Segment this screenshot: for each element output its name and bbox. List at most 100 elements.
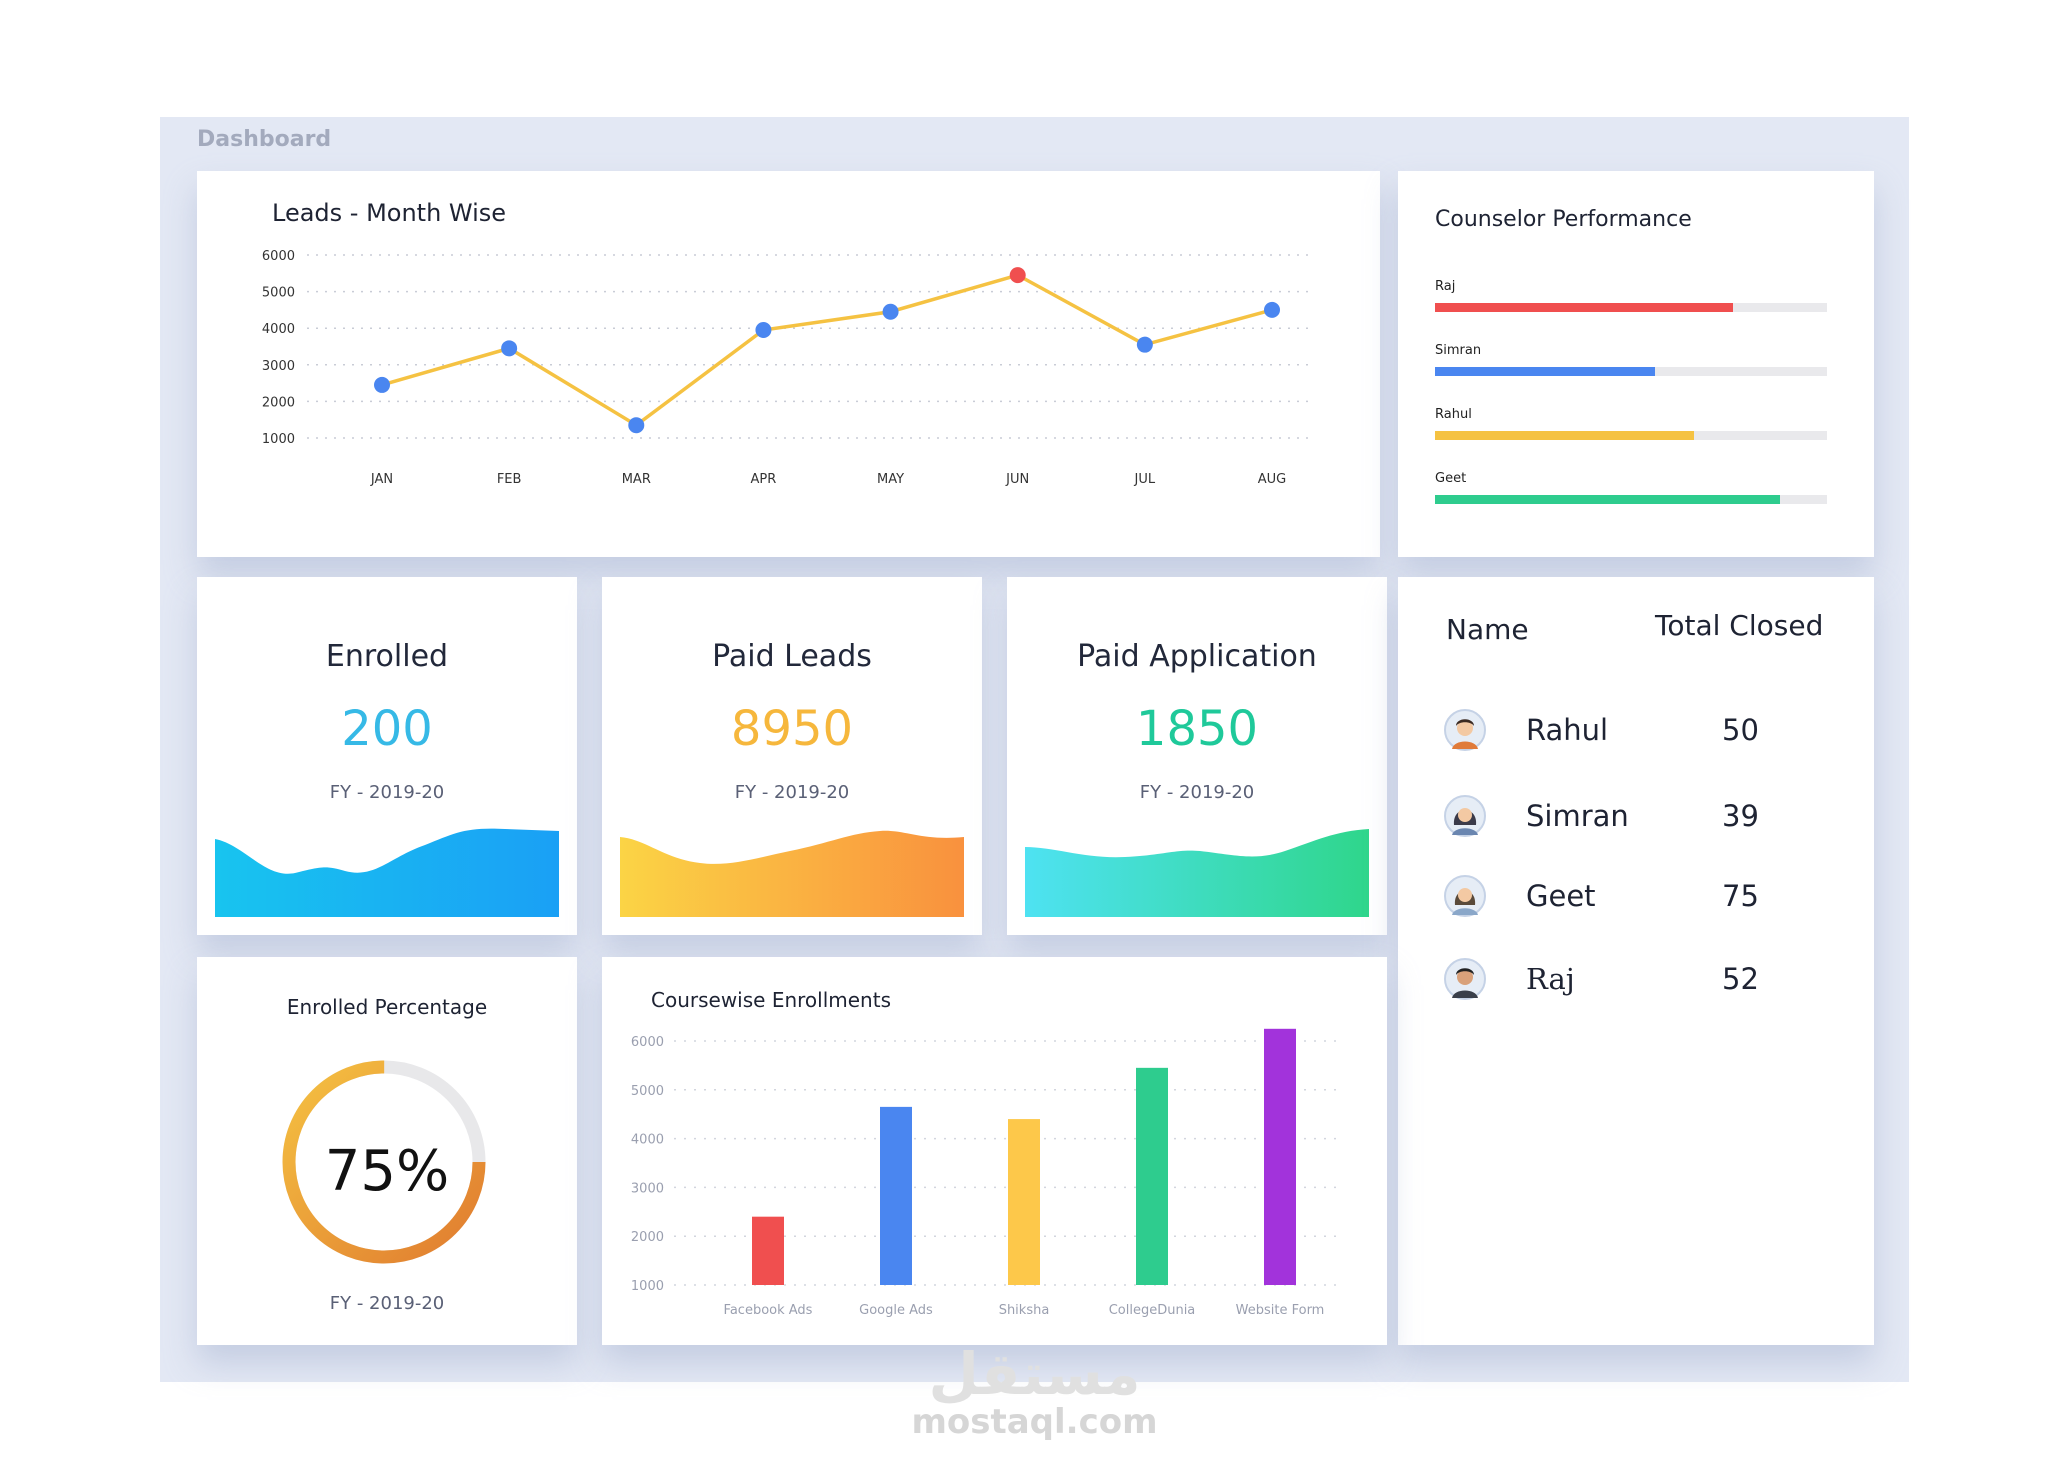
enrolled-percentage-title: Enrolled Percentage: [286, 995, 488, 1019]
counselor-progress-track: [1435, 495, 1827, 504]
x-tick-label: Shiksha: [999, 1303, 1050, 1318]
table-cell-total: 39: [1722, 799, 1759, 833]
table-row: Simran 39: [1444, 795, 1824, 845]
stat-card-paid-application: Paid Application 1850 FY - 2019-20: [1007, 577, 1387, 935]
table-cell-name: Raj: [1526, 962, 1575, 996]
counselor-performance-title: Counselor Performance: [1435, 207, 1692, 232]
y-tick-label: 4000: [262, 322, 295, 337]
data-point: [374, 376, 390, 393]
table-row: Rahul 50: [1444, 709, 1824, 759]
y-tick-label: 1000: [262, 432, 295, 447]
stat-subtitle: FY - 2019-20: [734, 782, 850, 803]
counselor-progress-fill: [1435, 367, 1655, 376]
male-avatar-icon: [1444, 958, 1486, 1000]
stat-title: Paid Application: [1077, 639, 1317, 674]
dashboard-title: Dashboard: [197, 127, 332, 152]
stat-value: 1850: [1135, 701, 1259, 757]
y-tick-label: 5000: [262, 286, 295, 301]
table-cell-total: 52: [1722, 962, 1759, 996]
course-enrollments-card: Coursewise Enrollments 6000 5000 4000 3000 2…: [602, 957, 1387, 1345]
data-point: [755, 322, 772, 339]
y-tick-label: 1000: [631, 1279, 664, 1294]
watermark-arabic: مستقل: [928, 1340, 1141, 1408]
counselor-progress-track: [1435, 431, 1827, 440]
female-avatar-icon: [1444, 875, 1486, 917]
x-tick-label: Facebook Ads: [724, 1303, 813, 1318]
x-tick-label: MAY: [877, 472, 904, 487]
y-tick-label: 5000: [631, 1084, 664, 1099]
table-cell-name: Geet: [1526, 879, 1596, 913]
y-tick-label: 6000: [631, 1035, 664, 1050]
stat-title: Enrolled: [325, 639, 449, 674]
enrolled-percentage-subtitle: FY - 2019-20: [329, 1293, 445, 1314]
counselor-performance-card: Counselor Performance Raj Simran Rahul G…: [1398, 171, 1874, 557]
counselor-progress-fill: [1435, 495, 1780, 504]
y-tick-label: 4000: [631, 1133, 664, 1148]
x-tick-label: JUN: [1005, 472, 1029, 487]
y-tick-label: 3000: [262, 359, 295, 374]
stat-value: 200: [341, 701, 433, 757]
stat-wave-paid-application: [1025, 829, 1369, 917]
stat-card-enrolled: Enrolled 200 FY - 2019-20: [197, 577, 577, 935]
total-closed-card: Name Total Closed Rahul 50 Simran 39: [1398, 577, 1874, 1345]
counselor-progress-track: [1435, 303, 1827, 312]
y-tick-label: 2000: [631, 1230, 664, 1245]
donut-progress-arc: [282, 1060, 486, 1264]
leads-chart-title: Leads - Month Wise: [272, 199, 507, 227]
table-row: Geet 75: [1444, 875, 1824, 925]
y-tick-label: 3000: [631, 1181, 664, 1196]
counselor-name: Rahul: [1435, 407, 1472, 422]
stat-card-paid-leads: Paid Leads 8950 FY - 2019-20: [602, 577, 982, 935]
x-tick-label: Google Ads: [859, 1303, 933, 1318]
course-enrollments-title: Coursewise Enrollments: [651, 988, 891, 1012]
x-tick-label: JAN: [370, 472, 393, 487]
counselor-name: Raj: [1435, 279, 1456, 294]
bar: [1136, 1067, 1168, 1285]
y-tick-label: 6000: [262, 249, 295, 264]
x-tick-label: MAR: [622, 472, 651, 487]
bar: [1264, 1028, 1296, 1285]
table-header-total-closed: Total Closed: [1655, 609, 1824, 642]
female-avatar-icon: [1444, 795, 1486, 837]
enrolled-percentage-value: 75%: [324, 1139, 450, 1204]
bar: [880, 1106, 912, 1285]
table-row: Raj 52: [1444, 958, 1824, 1008]
x-tick-label: FEB: [497, 472, 522, 487]
stat-subtitle: FY - 2019-20: [1139, 782, 1255, 803]
enrolled-percentage-donut: [282, 1060, 486, 1264]
x-tick-label: CollegeDunia: [1109, 1303, 1196, 1318]
leads-chart-card: Leads - Month Wise 6000 5000 4000 3000 2000 1…: [197, 171, 1380, 557]
data-point: [501, 340, 518, 357]
table-cell-total: 50: [1722, 713, 1759, 747]
series-line: [381, 273, 1273, 428]
stat-title: Paid Leads: [712, 639, 872, 674]
bar: [1008, 1119, 1040, 1285]
data-point: [1136, 336, 1153, 353]
table-cell-name: Simran: [1526, 799, 1629, 833]
watermark: mostaql.com: [911, 1402, 1158, 1442]
counselor-progress-track: [1435, 367, 1827, 376]
stat-value: 8950: [730, 701, 854, 757]
data-point: [1264, 301, 1280, 318]
course-enrollments-bar-chart: 6000 5000 4000 3000 2000 1000 Facebook Ads Goog…: [631, 1028, 1342, 1318]
data-point: [628, 417, 645, 434]
dashboard-frame: Dashboard Leads - Month Wise 6000 5000 400…: [160, 117, 1909, 1382]
x-tick-label: AUG: [1258, 472, 1286, 487]
x-tick-label: JUL: [1134, 472, 1156, 487]
leads-line-chart: 6000 5000 4000 3000 2000 1000 JAN FEB MAR APR MAY J…: [262, 249, 1312, 487]
counselor-progress-fill: [1435, 303, 1733, 312]
counselor-name: Geet: [1435, 471, 1467, 486]
male-avatar-icon: [1444, 709, 1486, 751]
counselor-name: Simran: [1435, 343, 1482, 358]
data-point: [1009, 267, 1026, 284]
counselor-progress-fill: [1435, 431, 1694, 440]
enrolled-percentage-card: Enrolled Percentage 75% FY - 2019-20: [197, 957, 577, 1345]
table-header-name: Name: [1446, 613, 1529, 646]
stat-wave-enrolled: [215, 828, 559, 917]
x-tick-label: Website Form: [1236, 1303, 1325, 1318]
table-cell-name: Rahul: [1526, 713, 1609, 747]
x-tick-label: APR: [751, 472, 777, 487]
stat-wave-paid-leads: [620, 830, 964, 917]
bar: [752, 1216, 784, 1285]
stat-subtitle: FY - 2019-20: [329, 782, 445, 803]
